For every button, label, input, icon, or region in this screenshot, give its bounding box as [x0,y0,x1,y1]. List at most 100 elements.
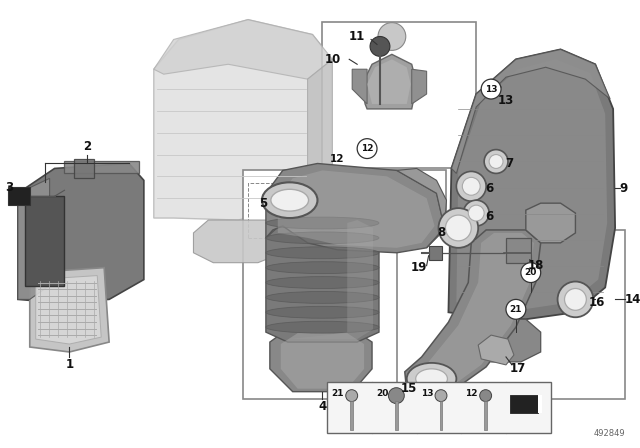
Polygon shape [538,395,542,413]
Ellipse shape [266,292,379,303]
Polygon shape [36,276,101,344]
Circle shape [435,390,447,401]
Bar [506,238,531,263]
Text: 21: 21 [509,305,522,314]
Text: 9: 9 [619,182,627,195]
Polygon shape [362,54,417,109]
Polygon shape [412,69,427,104]
Polygon shape [474,319,541,362]
Bar [511,395,538,413]
Bar [8,187,30,205]
Ellipse shape [489,155,503,168]
Polygon shape [193,220,283,263]
Bar [484,401,487,431]
Polygon shape [154,20,332,79]
Text: 2: 2 [83,140,92,153]
Bar [65,161,139,173]
Ellipse shape [266,276,379,289]
Circle shape [521,263,541,283]
Text: 13: 13 [421,389,433,398]
Text: 4: 4 [318,400,326,413]
Polygon shape [18,178,50,299]
Polygon shape [397,168,447,248]
Ellipse shape [266,247,379,259]
Text: 11: 11 [349,30,365,43]
Polygon shape [308,59,332,203]
Ellipse shape [266,232,379,244]
Circle shape [388,388,404,404]
Bar [395,401,398,431]
Ellipse shape [468,205,484,221]
Circle shape [346,390,358,401]
Text: 5: 5 [259,197,267,210]
Ellipse shape [484,150,508,173]
Polygon shape [526,203,575,243]
Text: 19: 19 [410,261,427,274]
Polygon shape [281,333,364,389]
Text: 3: 3 [5,181,13,194]
Polygon shape [270,329,372,392]
Text: 17: 17 [509,362,526,375]
Text: 492849: 492849 [593,429,625,438]
Polygon shape [288,220,373,339]
Text: 20: 20 [376,389,388,398]
Ellipse shape [266,306,379,318]
Bar [440,401,442,431]
Text: 21: 21 [332,389,344,398]
Circle shape [378,22,406,50]
Text: 7: 7 [505,157,513,170]
Ellipse shape [262,182,317,218]
Text: 1: 1 [65,358,74,371]
Text: 20: 20 [525,268,537,277]
Ellipse shape [266,217,379,229]
Ellipse shape [564,289,586,310]
Ellipse shape [266,262,379,274]
Circle shape [481,79,501,99]
Polygon shape [367,59,411,104]
Text: 15: 15 [401,382,417,395]
Polygon shape [456,59,607,309]
Bar [74,159,94,178]
Polygon shape [404,230,541,392]
Ellipse shape [407,363,456,395]
Bar [243,170,447,399]
Bar [328,382,550,433]
Ellipse shape [416,369,447,389]
Bar [248,183,348,238]
Ellipse shape [266,321,379,333]
Ellipse shape [438,208,478,248]
Text: 13: 13 [485,85,497,94]
Bar [397,230,625,399]
Bar [351,401,353,431]
Polygon shape [266,213,379,342]
Ellipse shape [271,189,308,211]
Polygon shape [352,69,367,104]
Polygon shape [449,49,615,319]
Bar [429,246,442,260]
Ellipse shape [557,281,593,317]
Bar [323,22,476,168]
Text: 12: 12 [465,389,478,398]
Text: 16: 16 [589,296,605,309]
Text: 10: 10 [324,53,340,66]
Polygon shape [154,20,332,220]
Polygon shape [451,49,610,173]
Ellipse shape [456,172,486,201]
Text: 6: 6 [485,182,493,195]
Text: 13: 13 [498,95,514,108]
Text: 12: 12 [330,154,344,164]
Polygon shape [30,267,109,352]
Polygon shape [266,164,444,253]
Circle shape [506,299,526,319]
Circle shape [370,36,390,56]
Text: 18: 18 [527,259,544,272]
Polygon shape [18,164,144,302]
Ellipse shape [462,177,480,195]
Ellipse shape [445,215,471,241]
Polygon shape [417,233,534,389]
Text: 6: 6 [485,210,493,223]
Bar [25,196,65,285]
Circle shape [357,139,377,159]
Polygon shape [278,170,435,248]
Text: 14: 14 [625,293,640,306]
